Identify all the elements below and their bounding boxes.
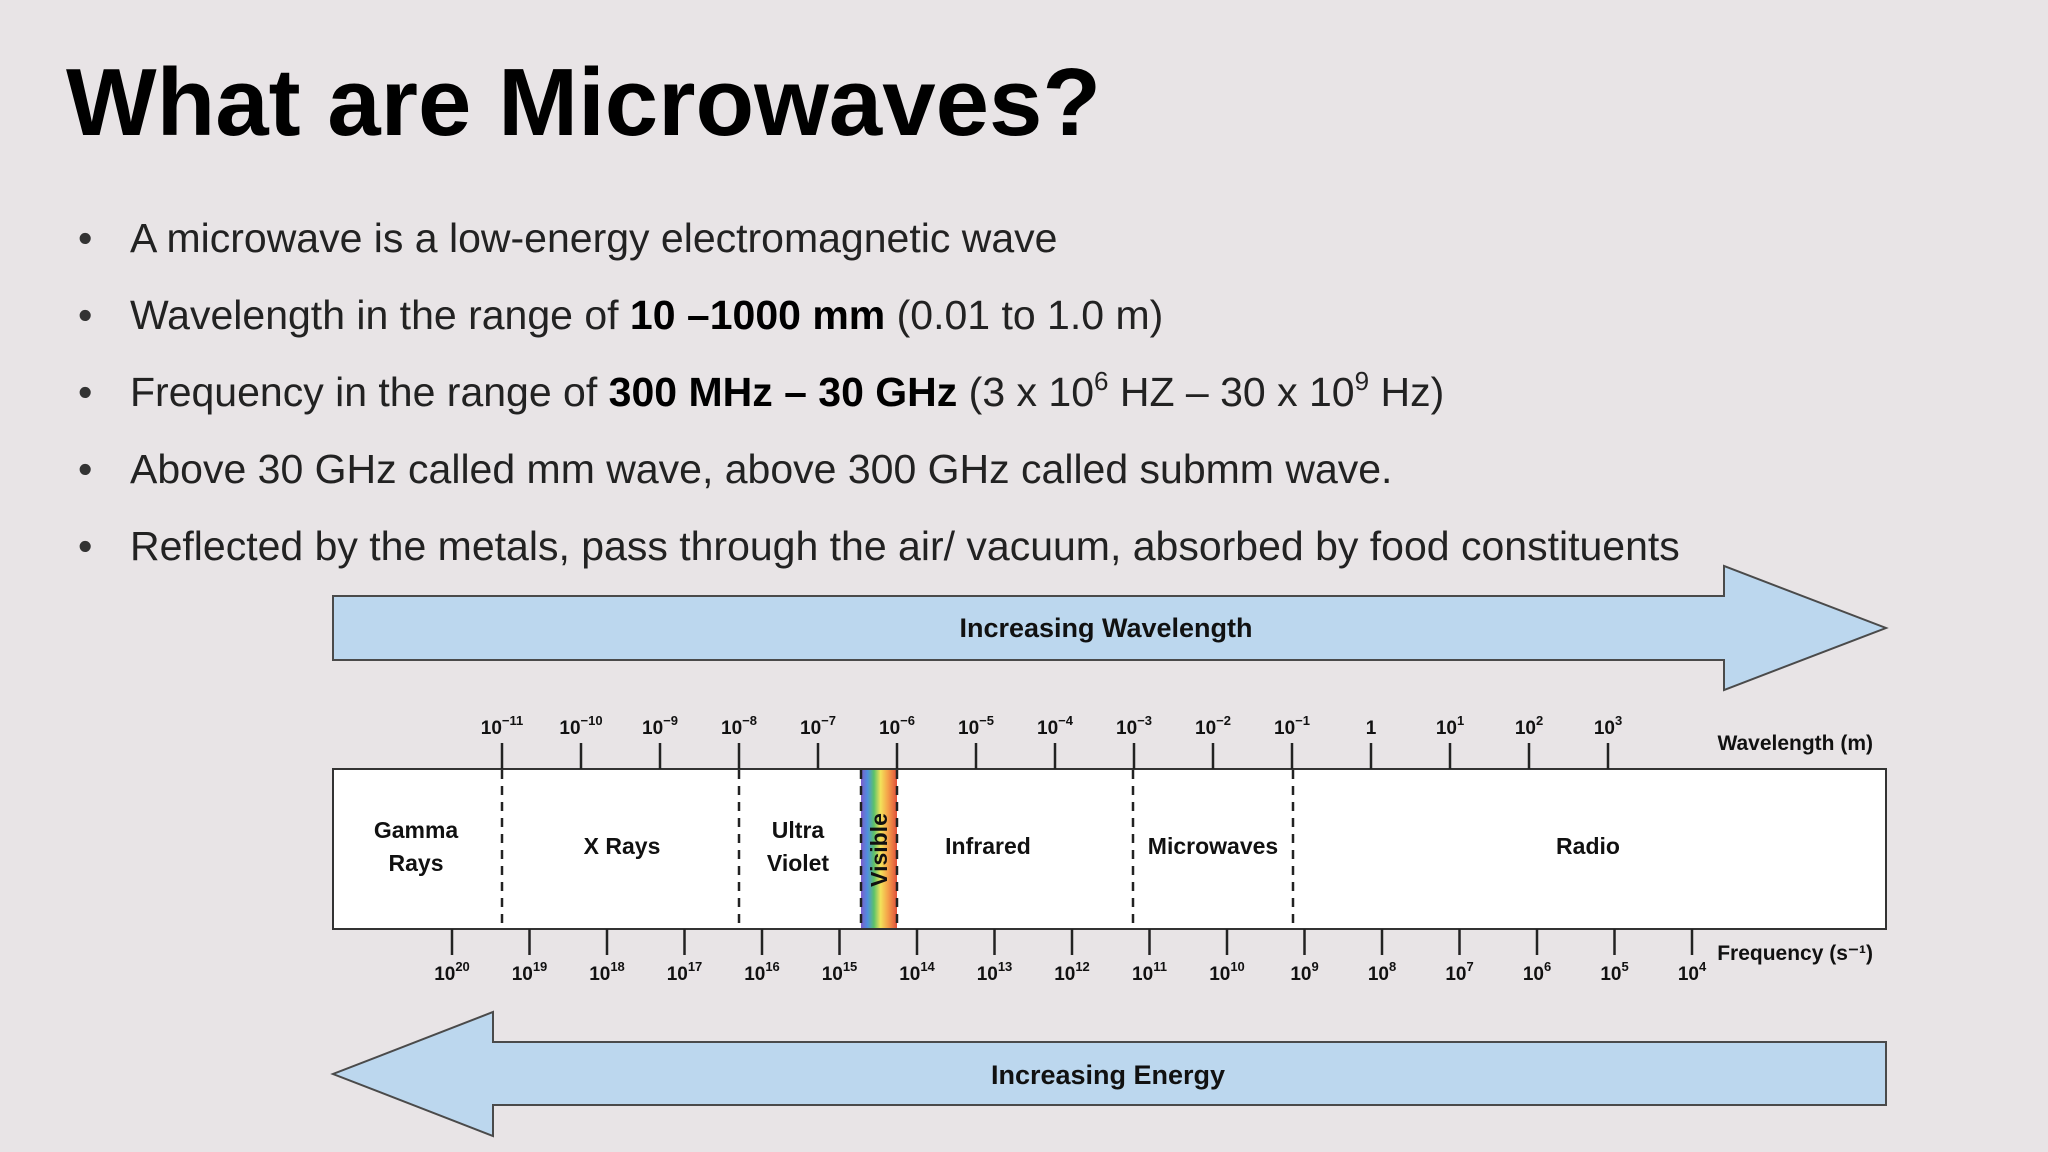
bullet-item: A microwave is a low-energy electromagne… [78, 200, 1680, 277]
wavelength-tick-label: 10−11 [481, 713, 523, 739]
frequency-tick-label: 106 [1523, 959, 1551, 985]
page-title: What are Microwaves? [66, 49, 1101, 156]
wavelength-tick-label: 101 [1436, 713, 1464, 739]
wavelength-tick-label: 10−10 [559, 713, 602, 739]
visible-band [861, 770, 897, 928]
region-label-radio: Radio [1556, 833, 1620, 859]
region-label-visible: Visible [866, 813, 892, 887]
bullet-item: Above 30 GHz called mm wave, above 300 G… [78, 431, 1680, 508]
bullet-item: Wavelength in the range of 10 –1000 mm (… [78, 277, 1680, 354]
region-label-x-rays: X Rays [584, 833, 661, 859]
frequency-tick-label: 109 [1290, 959, 1318, 985]
bullet-item: Frequency in the range of 300 MHz – 30 G… [78, 354, 1680, 431]
frequency-ticks: 1020 1019 1018 1017 1016 1015 1014 1013 1012 1011… [434, 929, 1707, 985]
wavelength-tick-label: 103 [1594, 713, 1622, 739]
frequency-tick-label: 1017 [667, 959, 703, 985]
increasing-energy-arrow [330, 1010, 1887, 1138]
frequency-tick-label: 1019 [512, 959, 548, 985]
wavelength-ticks: 10−11 10−10 10−9 10−8 10−7 10−6 10−5 10−4 10−3 10… [481, 713, 1622, 769]
region-label-gamma-rays: Rays [389, 850, 444, 876]
frequency-tick-label: 1012 [1054, 959, 1090, 985]
wavelength-tick-label: 10−7 [800, 713, 836, 739]
frequency-axis-label: Frequency (s⁻¹) [1717, 942, 1873, 965]
frequency-tick-label: 108 [1368, 959, 1396, 985]
frequency-tick-label: 105 [1600, 959, 1628, 985]
frequency-tick-label: 1014 [899, 959, 935, 985]
wavelength-tick-label: 10−4 [1037, 713, 1074, 739]
region-label-gamma-rays: Gamma [374, 817, 459, 843]
region-label-infrared: Infrared [945, 833, 1031, 859]
bullet-item: Reflected by the metals, pass through th… [78, 508, 1680, 585]
region-dividers [500, 770, 1295, 928]
frequency-tick-label: 1016 [744, 959, 780, 985]
frequency-tick-label: 1018 [589, 959, 625, 985]
region-label-ultra-violet: Ultra [772, 817, 825, 843]
spectrum-box [332, 768, 1887, 930]
wavelength-tick-label: 10−8 [721, 713, 757, 739]
frequency-tick-label: 1013 [977, 959, 1013, 985]
region-label-microwaves: Microwaves [1148, 833, 1278, 859]
wavelength-tick-label: 10−3 [1116, 713, 1152, 739]
increasing-wavelength-arrow [332, 564, 1889, 692]
bullet-list: A microwave is a low-energy electromagne… [78, 200, 1680, 585]
frequency-tick-label: 1015 [822, 959, 858, 985]
wavelength-tick-label: 10−6 [879, 713, 915, 739]
wavelength-tick-label: 102 [1515, 713, 1543, 739]
wavelength-tick-label: 10−9 [642, 713, 678, 739]
increasing-wavelength-label: Increasing Wavelength [959, 613, 1252, 643]
frequency-tick-label: 1010 [1209, 959, 1245, 985]
increasing-energy-label: Increasing Energy [991, 1060, 1225, 1090]
wavelength-tick-label: 10−2 [1195, 713, 1231, 739]
region-label-ultra-violet: Violet [767, 850, 830, 876]
wavelength-tick-label: 10−1 [1274, 713, 1310, 739]
wavelength-axis-label: Wavelength (m) [1717, 732, 1873, 755]
wavelength-tick-label: 1 [1366, 718, 1377, 739]
frequency-tick-label: 104 [1678, 959, 1707, 985]
frequency-tick-label: 1020 [434, 959, 470, 985]
frequency-tick-label: 1011 [1132, 959, 1167, 985]
wavelength-tick-label: 10−5 [958, 713, 994, 739]
frequency-tick-label: 107 [1445, 959, 1473, 985]
